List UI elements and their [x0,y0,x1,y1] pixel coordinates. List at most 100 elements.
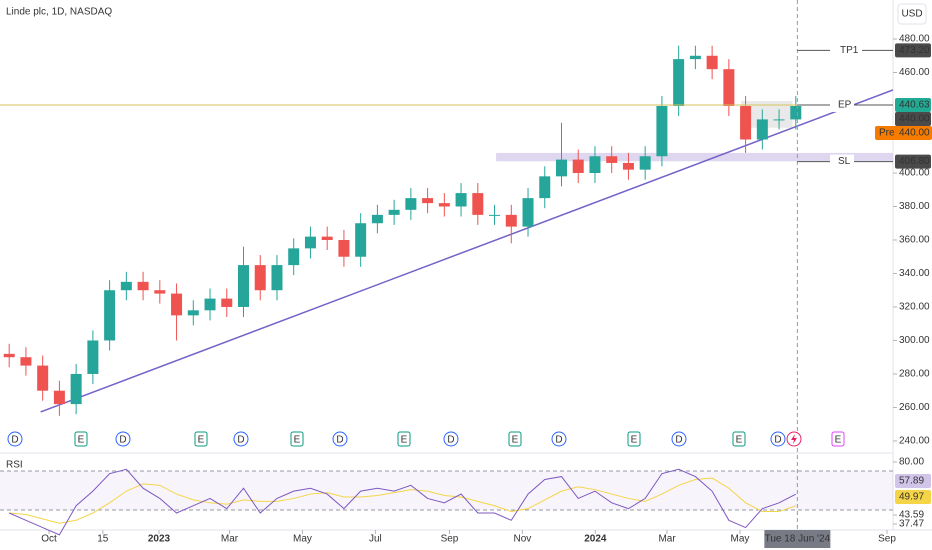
event-marker: D [551,431,567,447]
price-tag-label: 406.80 [899,156,930,167]
x-tick-label: 2023 [148,534,171,545]
rsi-ma-label: 49.97 [899,492,924,503]
price-tag [895,43,931,58]
candle-body [221,298,233,307]
chart-title: Linde plc, 1D, NASDAQ [6,7,112,18]
price-tag [895,97,931,112]
rsi-y-tick-label: 37.47 [899,519,924,530]
candle-body [505,214,517,227]
event-icon [115,431,131,447]
event-icon [74,431,88,447]
event-icon [831,431,845,447]
event-marker: D [7,431,23,447]
candle-body [271,265,283,291]
event-marker: D [671,431,687,447]
event-label: D [237,435,244,446]
close-tag [895,111,931,126]
event-icon [194,431,208,447]
event-icon [732,431,746,447]
premarket-label: 440.00 [899,128,930,139]
candle-body [673,59,685,107]
event-marker: D [443,431,459,447]
zone [496,152,893,162]
rsi-y-tick-label: 80.00 [899,457,924,468]
y-tick-label: 380.00 [899,201,930,212]
candle-body [137,281,149,291]
candle-body [388,209,400,215]
x-tick-label: May [293,534,312,545]
candle-body [405,198,417,210]
premarket-tag [875,125,932,140]
x-tick-label: 15 [97,534,109,545]
event-label: D [119,435,126,446]
x-tick-label: Nov [514,534,532,545]
event-marker: E [290,431,304,447]
event-icon [397,431,411,447]
level-label-bg [830,154,854,169]
candle-body [70,373,82,405]
split-bolt [791,434,797,444]
candle-body [204,298,216,311]
rsi-last-tag [895,474,931,488]
x-tick-label: 2024 [584,534,607,545]
rsi-last-label: 57.89 [899,476,924,487]
event-label: D [447,435,454,446]
event-icon [233,431,249,447]
candle-body [154,290,166,294]
event-label: E [294,435,301,446]
y-tick-label: 320.00 [899,302,930,313]
event-marker: E [194,431,208,447]
currency[interactable]: USD [901,9,922,20]
event-icon [770,431,786,447]
candle-body [187,310,199,316]
event-marker: E [732,431,746,447]
level-label: SL [838,156,851,167]
candle-body [489,214,501,216]
level-label: EP [838,100,852,111]
level-label-bg [830,97,854,112]
candle-body [790,106,802,120]
y-tick-label: 400.00 [899,168,930,179]
y-tick-label: 300.00 [899,335,930,346]
x-tick-label: Mar [658,534,676,545]
event-label: E [198,435,205,446]
candle-body [773,119,785,121]
candle-body [104,290,116,341]
candle-body [622,162,634,170]
event-icon [508,431,522,447]
rsi-title: RSI [6,460,23,471]
event-marker: D [233,431,249,447]
candle-body [37,365,49,391]
candle-body [20,357,32,366]
event-label: D [555,435,562,446]
event-marker: E [397,431,411,447]
candle-body [238,265,250,307]
event-marker: D [332,431,348,447]
price-tag [895,154,931,169]
candle-body [288,248,300,266]
crosshair-label: Tue 18 Jun '24 [765,534,831,545]
candle-body [639,156,651,170]
price-tag-label: 473.20 [899,45,930,56]
event-label: D [336,435,343,446]
event-label: D [675,435,682,446]
x-tick-label: Oct [41,534,57,545]
y-tick-label: 240.00 [899,436,930,447]
event-icon [332,431,348,447]
event-marker: D [770,431,786,447]
candle-body [472,193,484,215]
event-icon [443,431,459,447]
candle-body [756,119,768,140]
candle-body [539,176,551,199]
candle-body [438,203,450,207]
x-tick-label: Jul [369,534,382,545]
level-label: TP1 [840,45,859,56]
y-tick-label: 460.00 [899,67,930,78]
candle-body [740,106,752,140]
event-icon [551,431,567,447]
crosshair-tag [764,530,831,548]
currency-button[interactable] [897,3,927,25]
rsi-ma-tag [895,490,931,504]
candle-body [656,106,668,157]
